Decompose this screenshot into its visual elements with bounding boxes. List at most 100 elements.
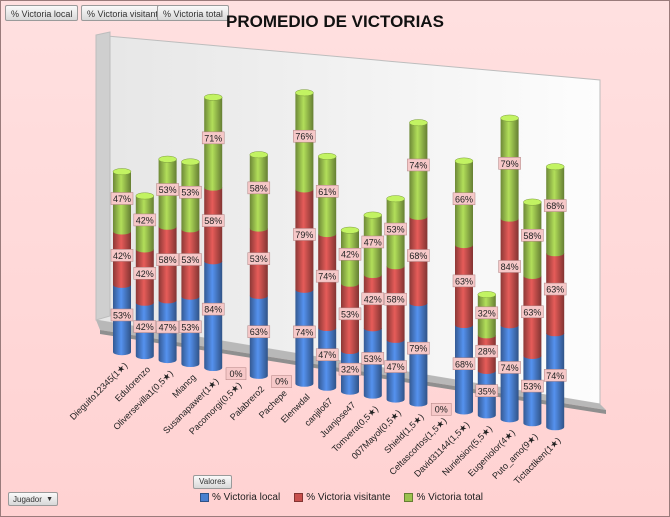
svg-text:42%: 42%: [364, 294, 382, 304]
bar-top-cap: [317, 152, 337, 160]
data-label: 53%: [110, 308, 134, 322]
data-label: 53%: [179, 320, 202, 334]
svg-text:79%: 79%: [295, 230, 313, 240]
bar-top-cap: [409, 119, 428, 127]
svg-text:74%: 74%: [546, 371, 564, 381]
data-label: 32%: [338, 362, 362, 376]
legend-swatch-visitante: [294, 492, 304, 502]
legend-swatch-total: [404, 492, 414, 502]
bar-top-cap: [203, 93, 223, 101]
svg-text:42%: 42%: [136, 269, 154, 279]
svg-text:0%: 0%: [435, 404, 448, 414]
bar-top-cap: [477, 291, 497, 298]
data-label: 63%: [543, 282, 567, 296]
field-button-victoria-local[interactable]: % Victoria local: [5, 5, 79, 21]
bar-top-cap: [454, 157, 474, 165]
svg-text:79%: 79%: [409, 344, 427, 354]
svg-text:42%: 42%: [341, 250, 359, 260]
data-label: 53%: [338, 307, 362, 321]
data-label: 58%: [201, 214, 225, 227]
data-label: 42%: [361, 292, 385, 306]
data-label: 35%: [475, 384, 499, 398]
svg-text:58%: 58%: [204, 216, 222, 226]
data-label: 79%: [498, 157, 521, 170]
data-label: 76%: [293, 129, 316, 143]
bar-segment-total: [500, 118, 519, 222]
bar-top-cap: [523, 198, 542, 206]
data-label: 84%: [201, 302, 225, 316]
svg-text:53%: 53%: [159, 185, 177, 195]
svg-text:63%: 63%: [523, 307, 541, 317]
data-label: 47%: [156, 320, 179, 334]
data-label: 42%: [338, 247, 362, 261]
data-label: 61%: [315, 185, 339, 198]
data-label: 53%: [361, 352, 385, 365]
x-tick-label: Eugeniolor(4★): [466, 427, 517, 478]
data-label: 42%: [110, 249, 134, 262]
svg-text:74%: 74%: [295, 327, 313, 337]
data-label: 63%: [521, 305, 544, 319]
svg-text:28%: 28%: [478, 347, 496, 357]
bar-top-cap: [135, 192, 155, 200]
svg-text:66%: 66%: [455, 194, 473, 204]
bar-segment-visitante: [318, 233, 337, 332]
svg-text:74%: 74%: [501, 363, 519, 373]
data-label: 74%: [407, 158, 430, 172]
legend-item-total: % Victoria total: [404, 492, 483, 503]
jugador-filter-dropdown[interactable]: Jugador ▼: [8, 492, 58, 506]
svg-text:0%: 0%: [275, 377, 288, 387]
data-label: 47%: [384, 360, 407, 373]
data-label-zero: 0%: [225, 367, 247, 380]
bar-top-cap: [158, 155, 177, 163]
bar-segment-visitante: [500, 218, 519, 329]
svg-text:47%: 47%: [387, 362, 405, 372]
chart-title: PROMEDIO DE VICTORIAS: [226, 12, 444, 31]
svg-text:42%: 42%: [136, 322, 154, 332]
data-label: 84%: [498, 260, 521, 273]
bar-segment-local: [409, 303, 428, 407]
svg-text:63%: 63%: [250, 327, 268, 337]
data-label: 63%: [247, 325, 271, 338]
svg-text:47%: 47%: [318, 350, 336, 360]
bar-segment-local: [500, 325, 519, 423]
bar-segment-local: [546, 333, 565, 431]
svg-text:74%: 74%: [409, 160, 427, 170]
bar-top-cap: [112, 168, 132, 176]
data-label: 53%: [521, 379, 544, 393]
bar-segment-local: [295, 289, 314, 387]
bar-segment-total: [409, 122, 428, 220]
svg-text:53%: 53%: [387, 225, 405, 235]
data-label: 42%: [133, 267, 157, 280]
data-label: 53%: [179, 185, 202, 199]
data-label: 47%: [361, 235, 385, 249]
data-label: 32%: [475, 306, 499, 320]
bar-top-cap: [500, 114, 519, 122]
chart-legend: % Victoria local % Victoria visitante % …: [200, 490, 483, 504]
data-label: 79%: [293, 228, 316, 241]
svg-text:61%: 61%: [318, 187, 336, 197]
svg-text:0%: 0%: [229, 369, 242, 379]
chevron-down-icon: ▼: [46, 496, 53, 503]
data-label: 58%: [521, 229, 544, 242]
data-label: 47%: [110, 192, 134, 205]
svg-text:58%: 58%: [387, 295, 405, 305]
field-button-victoria-total[interactable]: % Victoria total: [157, 5, 229, 21]
data-label: 66%: [452, 192, 476, 206]
bar-top-cap: [545, 163, 565, 171]
svg-text:71%: 71%: [204, 133, 222, 143]
data-label: 68%: [407, 249, 430, 262]
data-label: 42%: [133, 320, 157, 333]
bar-top-cap: [386, 195, 405, 203]
values-field-button[interactable]: Valores: [193, 475, 232, 489]
data-label: 74%: [315, 269, 339, 283]
data-label: 74%: [293, 325, 316, 339]
svg-text:53%: 53%: [523, 382, 541, 392]
data-label: 74%: [543, 369, 567, 382]
data-label: 53%: [156, 183, 179, 196]
legend-label-total: % Victoria total: [416, 491, 483, 503]
data-label: 71%: [201, 131, 225, 145]
svg-text:47%: 47%: [113, 194, 131, 204]
data-label: 58%: [156, 253, 179, 266]
bar-top-cap: [295, 89, 314, 97]
bar-segment-total: [295, 92, 314, 193]
